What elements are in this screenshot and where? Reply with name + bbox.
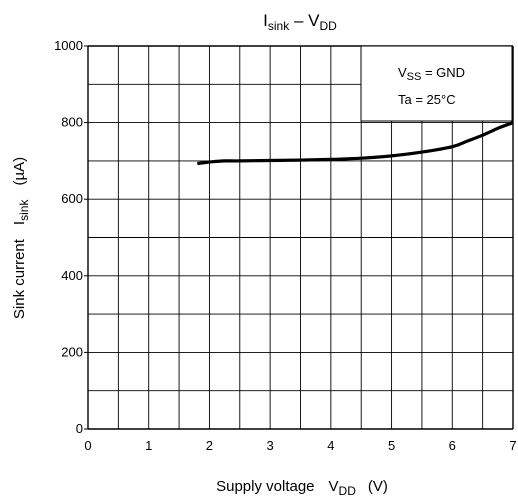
y-tick-label: 1000 (54, 38, 83, 53)
series-layer (197, 121, 514, 166)
y-axis-label-unit: (µA) (11, 157, 28, 186)
conditions-box (360, 45, 513, 122)
y-axis-label: Sink current Isink (µA) (11, 157, 31, 319)
x-axis-label-sub: DD (339, 484, 357, 498)
condition-vss-sub: SS (407, 71, 422, 83)
y-tick-label: 400 (61, 268, 83, 283)
x-tick-label: 3 (267, 438, 274, 453)
condition-vss: VSS = GND (398, 65, 465, 83)
x-tick-label: 4 (327, 438, 334, 453)
x-tick-label: 6 (449, 438, 456, 453)
series-line (197, 121, 514, 166)
x-tick-label: 2 (206, 438, 213, 453)
y-tick-label: 200 (61, 344, 83, 359)
tick-labels: 0 1 2 3 4 5 6 7 0 200 400 600 800 1000 (54, 38, 517, 453)
x-axis-label-prefix: Supply voltage (216, 478, 314, 495)
condition-vss-text: = GND (421, 65, 465, 80)
title-dash-vdd: – V (289, 11, 320, 30)
x-tick-label: 5 (388, 438, 395, 453)
x-tick-label: 7 (509, 438, 516, 453)
y-axis-label-var: I (11, 221, 28, 225)
title-isink-sub: sink (268, 19, 290, 33)
chart-title: Isink – VDD (263, 11, 337, 33)
y-axis-label-sub: sink (17, 199, 31, 221)
x-tick-label: 0 (84, 438, 91, 453)
condition-vss-var: V (398, 65, 407, 80)
x-axis-label-var: V (329, 478, 339, 495)
x-axis-label-unit: (V) (368, 478, 388, 495)
title-isink-var: I (263, 11, 268, 30)
y-tick-label: 0 (76, 421, 83, 436)
y-tick-label: 800 (61, 115, 83, 130)
x-axis-label: Supply voltage VDD (V) (216, 478, 388, 498)
title-vdd-sub: DD (319, 19, 337, 33)
y-axis-label-prefix: Sink current (11, 238, 28, 319)
condition-ta: Ta = 25°C (398, 92, 456, 107)
y-tick-label: 600 (61, 191, 83, 206)
x-tick-label: 1 (145, 438, 152, 453)
